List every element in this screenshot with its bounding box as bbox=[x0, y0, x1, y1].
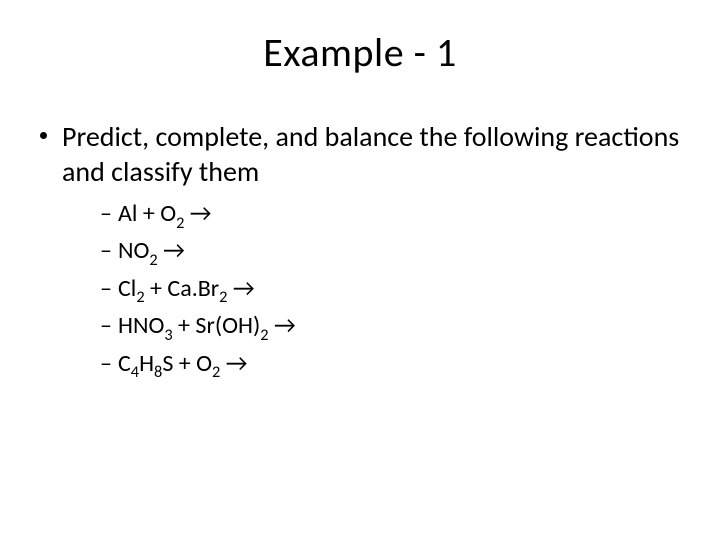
reaction-text: Cl2 + Ca.Br2 → bbox=[118, 274, 255, 303]
dash-icon: – bbox=[100, 272, 112, 307]
reaction-text: C4H8S + O2 → bbox=[118, 349, 247, 378]
list-item: – Cl2 + Ca.Br2 → bbox=[100, 272, 684, 309]
bullet-text: Predict, complete, and balance the follo… bbox=[62, 119, 679, 189]
slide-title: Example - 1 bbox=[36, 28, 684, 77]
dash-icon: – bbox=[100, 197, 112, 232]
dash-icon: – bbox=[100, 234, 112, 269]
dash-icon: – bbox=[100, 347, 112, 382]
reaction-text: Al + O2 → bbox=[118, 199, 212, 228]
bullet-dot-icon bbox=[40, 132, 47, 139]
reaction-text: HNO3 + Sr(OH)2 → bbox=[118, 311, 296, 340]
list-item: – Al + O2 → bbox=[100, 197, 684, 234]
bullet-level1: Predict, complete, and balance the follo… bbox=[36, 119, 684, 189]
list-item: – HNO3 + Sr(OH)2 → bbox=[100, 309, 684, 346]
reaction-text: NO2 → bbox=[118, 236, 185, 265]
dash-icon: – bbox=[100, 309, 112, 344]
list-item: – C4H8S + O2 → bbox=[100, 347, 684, 384]
reaction-list: – Al + O2 → – NO2 → – Cl2 + Ca.Br2 → – H… bbox=[36, 197, 684, 384]
slide: Example - 1 Predict, complete, and balan… bbox=[0, 0, 720, 540]
list-item: – NO2 → bbox=[100, 234, 684, 271]
